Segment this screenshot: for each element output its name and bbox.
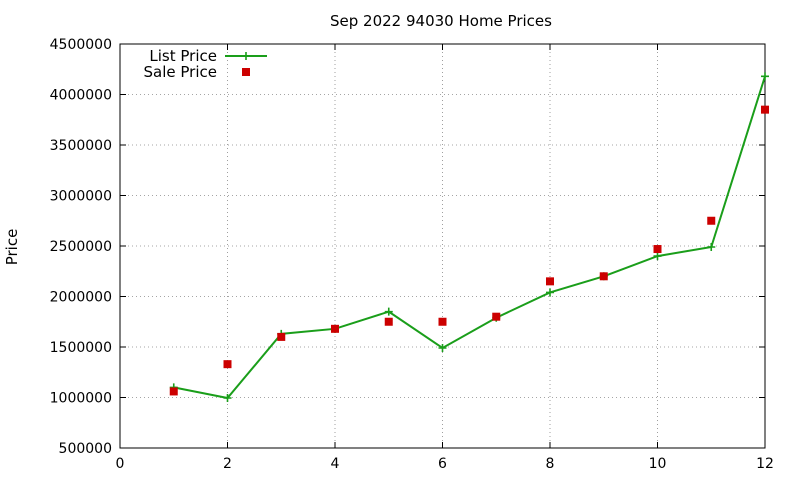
axis-ticks: 0 2 4 6 8 10 12 500000 1000000 1500000 2000000 2500… [50, 37, 774, 472]
data-point [277, 332, 286, 341]
x-tick-label: 12 [756, 456, 774, 472]
x-tick-label: 0 [116, 456, 125, 472]
data-point [223, 394, 232, 403]
data-point [599, 272, 608, 281]
x-tick-label: 6 [438, 456, 447, 472]
data-point [761, 105, 769, 114]
grid [120, 44, 765, 448]
legend-marker-swatch [242, 68, 250, 76]
legend-label: List Price [149, 47, 217, 65]
y-tick-label: 2000000 [50, 290, 112, 306]
y-tick-label: 500000 [59, 441, 112, 457]
series-layer [169, 72, 769, 403]
y-tick-label: 3500000 [50, 138, 112, 154]
y-tick-label: 4000000 [50, 88, 112, 104]
legend-label: Sale Price [144, 63, 217, 81]
data-point [169, 387, 178, 396]
x-tick-label: 10 [649, 456, 667, 472]
data-point [707, 216, 716, 225]
series-line [173, 76, 766, 400]
data-point [707, 243, 716, 252]
y-axis-label: Price [3, 229, 21, 266]
data-point [331, 324, 339, 333]
data-point [653, 245, 662, 254]
data-point [546, 277, 554, 286]
y-tick-label: 4500000 [50, 37, 112, 53]
data-point [653, 252, 662, 261]
chart-title: Sep 2022 94030 Home Prices [330, 12, 552, 30]
data-point [384, 307, 393, 316]
legend-marker-swatch [242, 52, 250, 60]
data-point [438, 344, 447, 353]
series-sale-price [169, 105, 769, 396]
y-tick-label: 1500000 [50, 340, 112, 356]
data-point [438, 317, 447, 326]
data-point [761, 72, 769, 81]
x-tick-label: 4 [331, 456, 340, 472]
data-point [546, 288, 554, 297]
data-point [223, 360, 232, 369]
series-list-price [169, 72, 769, 403]
data-point [492, 312, 501, 321]
y-tick-label: 3000000 [50, 189, 112, 205]
plot-border [119, 43, 766, 449]
y-tick-label: 1000000 [50, 391, 112, 407]
x-tick-label: 8 [546, 456, 555, 472]
x-tick-label: 2 [223, 456, 232, 472]
data-point [384, 317, 393, 326]
y-tick-label: 2500000 [50, 239, 112, 255]
